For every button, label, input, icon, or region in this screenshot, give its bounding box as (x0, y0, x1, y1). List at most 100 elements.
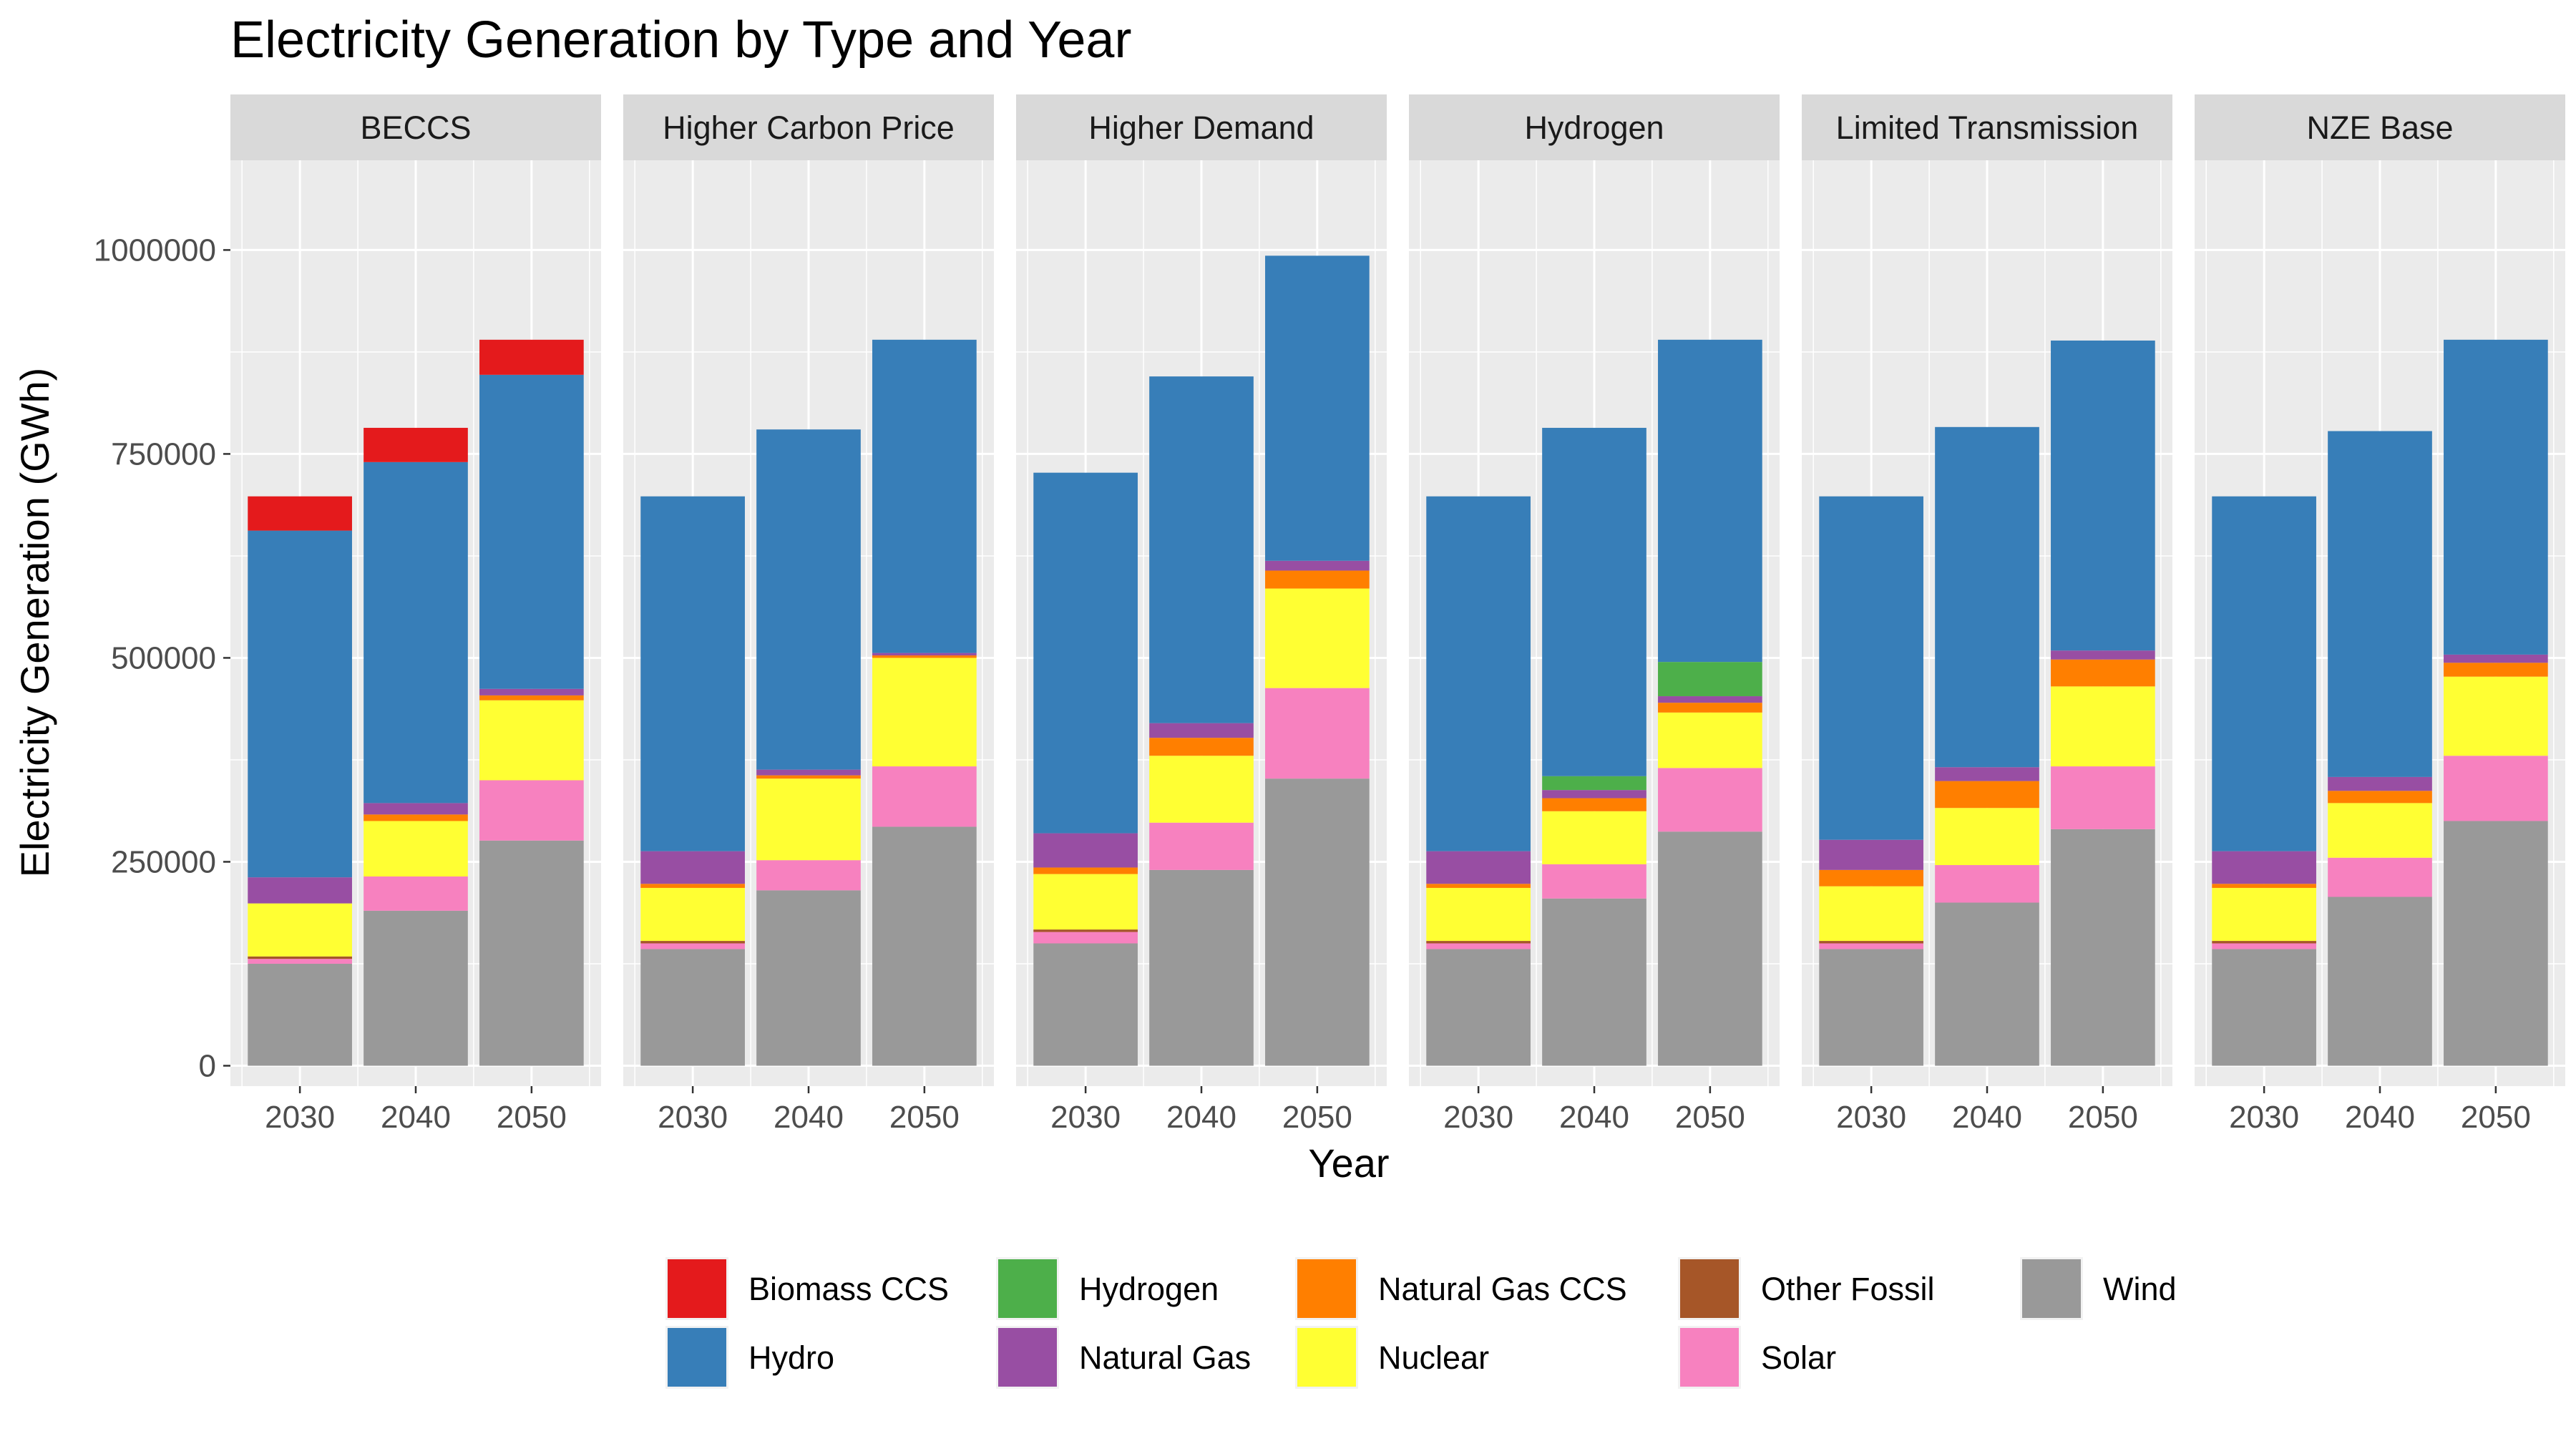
x-tick-label: 2050 (2461, 1100, 2531, 1135)
bar-segment-hydro (1033, 472, 1138, 834)
bar-segment-other-fossil (248, 956, 352, 959)
legend-item: Nuclear (1295, 1326, 1489, 1389)
facet-panel: Higher Carbon Price 2030 2040 2050 (623, 94, 994, 1135)
bar-segment-wind (248, 963, 352, 1066)
bar-segment-solar (2328, 857, 2432, 897)
bar-segment-natural-gas-ccs (1658, 703, 1762, 713)
bar-segment-hydro (1426, 496, 1531, 851)
bar-segment-nuclear (1935, 808, 2039, 866)
legend-item: Other Fossil (1678, 1257, 1935, 1320)
bar-segment-natural-gas (1149, 723, 1254, 738)
bar-segment-solar (1265, 688, 1370, 779)
bar-segment-wind (1819, 949, 1923, 1066)
facet-strip (1016, 94, 1387, 160)
bar-segment-natural-gas-ccs (756, 775, 861, 779)
bar-segment-natural-gas (640, 851, 745, 884)
x-tick-label: 2040 (1166, 1100, 1236, 1135)
facet-strip (230, 94, 601, 160)
x-tick-label: 2030 (1443, 1100, 1513, 1135)
x-tick-label: 2030 (1050, 1100, 1121, 1135)
legend-label: Wind (2103, 1271, 2177, 1307)
legend-item: Natural Gas CCS (1295, 1257, 1627, 1320)
bar-segment-solar (1819, 943, 1923, 949)
x-tick-label: 2050 (497, 1100, 567, 1135)
legend: Biomass CCS Hydro Hydrogen Natural Gas Natur… (665, 1257, 2177, 1389)
bar-segment-wind (2328, 897, 2432, 1066)
legend-label: Nuclear (1378, 1339, 1489, 1376)
x-tick-label: 2040 (2345, 1100, 2415, 1135)
bar-segment-solar (2444, 756, 2548, 821)
bar-segment-solar (479, 780, 584, 841)
bar-segment-natural-gas (1542, 790, 1646, 798)
x-tick-label: 2030 (658, 1100, 728, 1135)
bar-segment-natural-gas-ccs (1935, 781, 2039, 809)
facet-panel: NZE Base 2030 2040 2050 (2195, 94, 2565, 1135)
bar-segment-nuclear (1033, 874, 1138, 930)
bar-segment-other-fossil (1426, 941, 1531, 944)
legend-key (668, 1328, 726, 1387)
bar-segment-nuclear (2051, 686, 2155, 767)
y-tick-label: 500000 (111, 640, 216, 675)
bar-segment-biomass-ccs (364, 427, 468, 462)
bar-segment-natural-gas (2212, 851, 2316, 884)
legend-item: Hydrogen (996, 1257, 1219, 1320)
bar-segment-hydrogen (1658, 662, 1762, 697)
bar-segment-solar (248, 959, 352, 964)
bar-segment-hydro (479, 374, 584, 689)
bar-segment-natural-gas (1658, 696, 1762, 703)
bar-segment-nuclear (1542, 811, 1646, 864)
bar-segment-natural-gas (364, 803, 468, 815)
bar-segment-wind (640, 949, 745, 1066)
bar-segment-other-fossil (640, 941, 745, 944)
bar-segment-solar (364, 876, 468, 911)
bar-segment-solar (756, 860, 861, 891)
bar-segment-nuclear (1149, 756, 1254, 823)
bar-segment-hydro (2328, 431, 2432, 777)
facet-label: NZE Base (2306, 109, 2453, 146)
legend-label: Solar (1761, 1339, 1836, 1376)
legend-label: Natural Gas CCS (1378, 1271, 1627, 1307)
bar-segment-natural-gas (872, 653, 977, 656)
facet-label: Hydrogen (1524, 109, 1664, 146)
bar-segment-hydro (1819, 496, 1923, 840)
bar-segment-biomass-ccs (479, 339, 584, 375)
bar-segment-wind (872, 826, 977, 1066)
bar-segment-natural-gas (1033, 833, 1138, 868)
bar-segment-hydro (364, 461, 468, 804)
bar-segment-hydro (640, 496, 745, 851)
bar-segment-hydro (1935, 426, 2039, 768)
bar-segment-nuclear (2444, 676, 2548, 756)
bar-segment-natural-gas-ccs (1033, 867, 1138, 874)
legend-label: Natural Gas (1079, 1339, 1251, 1376)
bar-segment-natural-gas-ccs (1542, 798, 1646, 811)
x-tick-label: 2050 (889, 1100, 960, 1135)
legend-key (668, 1259, 726, 1318)
facet-panel: Limited Transmission 2030 2040 2050 (1802, 94, 2172, 1135)
legend-key (1680, 1328, 1739, 1387)
bar-segment-hydro (2212, 496, 2316, 851)
y-tick-label: 0 (199, 1048, 216, 1083)
facet-label: Higher Demand (1088, 109, 1314, 146)
legend-item: Solar (1678, 1326, 1836, 1389)
y-tick-label: 250000 (111, 844, 216, 879)
bar-segment-wind (1658, 831, 1762, 1066)
bar-segment-nuclear (364, 821, 468, 876)
legend-key (1680, 1259, 1739, 1318)
facet-label: Higher Carbon Price (663, 109, 955, 146)
bar-segment-solar (2212, 943, 2316, 949)
bar-segment-solar (1033, 932, 1138, 944)
bar-segment-natural-gas (2051, 650, 2155, 660)
y-axis-title: Electricity Generation (GWh) (12, 368, 57, 878)
bar-segment-wind (364, 910, 468, 1066)
bar-segment-other-fossil (1033, 929, 1138, 932)
bar-segment-natural-gas (1935, 767, 2039, 781)
facet-panels: BECCS 2030 2040 2050 Higher Carbon Price 2030… (230, 94, 2565, 1135)
bar-segment-wind (1033, 943, 1138, 1066)
bar-segment-natural-gas-ccs (2212, 884, 2316, 888)
bar-segment-hydro (1265, 255, 1370, 561)
bar-segment-natural-gas (1426, 851, 1531, 884)
bar-segment-hydro (248, 530, 352, 878)
y-tick-label: 1000000 (94, 233, 216, 268)
bar-segment-wind (1935, 902, 2039, 1066)
